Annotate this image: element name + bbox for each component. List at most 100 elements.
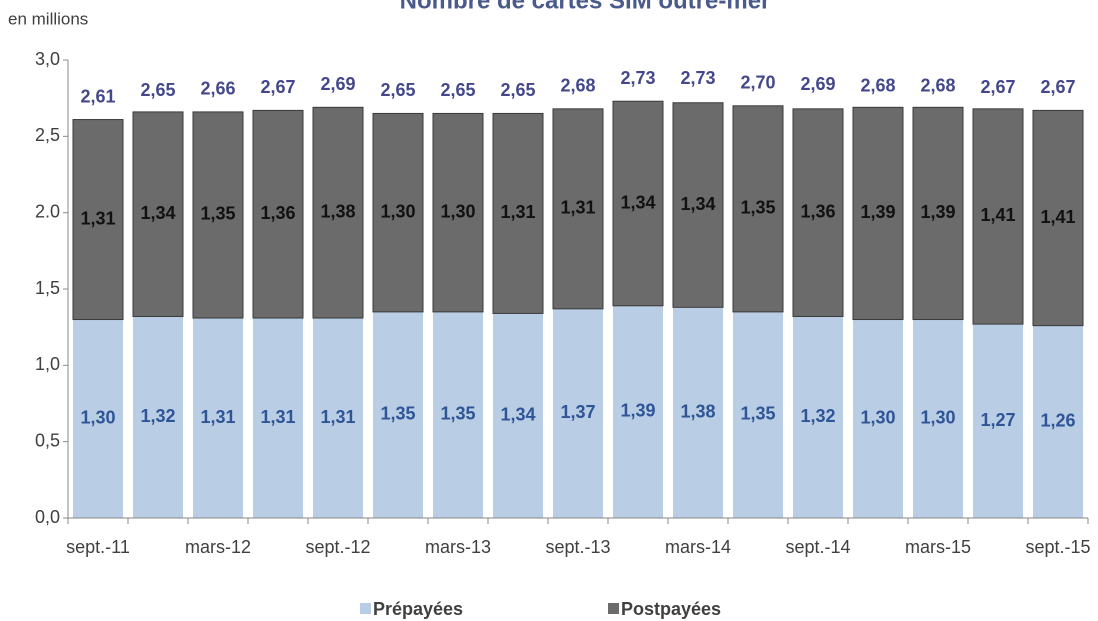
- value-label: 1,31: [500, 202, 535, 222]
- y-tick-label: 3,0: [35, 49, 60, 69]
- x-tick-label: mars-13: [425, 537, 491, 557]
- value-label: 1,34: [620, 192, 655, 212]
- total-label: 2,68: [560, 76, 595, 96]
- bar-segment: [433, 311, 483, 518]
- bar-segment: [253, 318, 303, 518]
- value-label: 1,39: [620, 401, 655, 421]
- bar-segment: [133, 316, 183, 518]
- legend-label: Postpayées: [621, 599, 721, 619]
- value-label: 1,35: [440, 404, 475, 424]
- bar-segment: [193, 318, 243, 518]
- bar-segment: [973, 324, 1023, 518]
- value-label: 1,31: [260, 407, 295, 427]
- value-label: 1,38: [680, 401, 715, 421]
- total-label: 2,73: [680, 68, 715, 88]
- total-label: 2,65: [140, 80, 175, 100]
- x-tick-label: mars-15: [905, 537, 971, 557]
- bar-segment: [553, 308, 603, 518]
- bar-segment: [73, 319, 123, 518]
- value-label: 1,41: [980, 205, 1015, 225]
- bar-segment: [493, 313, 543, 518]
- bar-segment: [972, 108, 1024, 325]
- value-label: 1,34: [500, 404, 535, 424]
- bar-segment: [1032, 109, 1084, 327]
- y-tick-label: 0,5: [35, 430, 60, 450]
- bar-segment: [72, 119, 124, 321]
- total-label: 2,68: [860, 76, 895, 96]
- bar-segment: [673, 307, 723, 518]
- bar-segment: [672, 102, 724, 308]
- bar-segment: [852, 106, 904, 321]
- y-axis-label: en millions: [8, 9, 88, 28]
- value-label: 1,35: [740, 198, 775, 218]
- value-label: 1,41: [1040, 207, 1075, 227]
- x-tick-label: sept.-14: [785, 537, 850, 557]
- y-tick-label: 1,0: [35, 354, 60, 374]
- x-tick-label: sept.-13: [545, 537, 610, 557]
- bar-segment: [1033, 325, 1083, 518]
- total-label: 2,65: [500, 80, 535, 100]
- value-label: 1,31: [200, 407, 235, 427]
- value-label: 1,38: [320, 201, 355, 221]
- bar-segment: [192, 111, 244, 319]
- bar-segment: [432, 112, 484, 313]
- y-tick-label: 2.0: [35, 201, 60, 221]
- value-label: 1,30: [860, 408, 895, 428]
- value-label: 1,30: [380, 201, 415, 221]
- total-label: 2,68: [920, 76, 955, 96]
- total-label: 2,66: [200, 79, 235, 99]
- x-tick-label: mars-12: [185, 537, 251, 557]
- total-label: 2,67: [980, 77, 1015, 97]
- bar-segment: [552, 108, 604, 310]
- bar-segment: [313, 318, 363, 518]
- bar-segment: [793, 316, 843, 518]
- value-label: 1,30: [80, 408, 115, 428]
- total-label: 2,65: [380, 80, 415, 100]
- value-label: 1,39: [920, 202, 955, 222]
- value-label: 1,34: [140, 203, 175, 223]
- chart-title: Nombre de cartes SIM outre-mer: [400, 0, 771, 14]
- y-tick-label: 1,5: [35, 278, 60, 298]
- value-label: 1,36: [800, 201, 835, 221]
- bar-segment: [792, 108, 844, 317]
- value-label: 1,39: [860, 202, 895, 222]
- value-label: 1,31: [320, 407, 355, 427]
- legend-swatch: [360, 603, 371, 614]
- value-label: 1,34: [680, 194, 715, 214]
- total-label: 2,61: [80, 86, 115, 106]
- bar-segment: [732, 105, 784, 313]
- value-label: 1,30: [920, 408, 955, 428]
- value-label: 1,36: [260, 203, 295, 223]
- total-label: 2,69: [320, 74, 355, 94]
- bar-segment: [132, 111, 184, 317]
- value-label: 1,32: [140, 406, 175, 426]
- value-label: 1,31: [80, 208, 115, 228]
- value-label: 1,35: [200, 204, 235, 224]
- x-tick-label: mars-14: [665, 537, 731, 557]
- x-tick-label: sept.-12: [305, 537, 370, 557]
- total-label: 2,67: [260, 77, 295, 97]
- total-label: 2,73: [620, 68, 655, 88]
- bar-segment: [312, 106, 364, 319]
- legend-label: Prépayées: [373, 599, 463, 619]
- total-label: 2,70: [740, 73, 775, 93]
- legend-swatch: [608, 603, 619, 614]
- value-label: 1,27: [980, 410, 1015, 430]
- bar-segment: [372, 112, 424, 313]
- x-tick-label: sept.-15: [1025, 537, 1090, 557]
- bar-segment: [612, 100, 664, 307]
- value-label: 1,26: [1040, 411, 1075, 431]
- x-tick-label: sept.-11: [66, 537, 130, 557]
- total-label: 2,65: [440, 80, 475, 100]
- value-label: 1,35: [380, 404, 415, 424]
- y-tick-label: 0,0: [35, 507, 60, 527]
- bar-segment: [913, 319, 963, 518]
- bar-segment: [492, 112, 544, 314]
- bar-segment: [373, 311, 423, 518]
- value-label: 1,35: [740, 404, 775, 424]
- value-label: 1,31: [560, 198, 595, 218]
- bar-segment: [613, 305, 663, 518]
- bar-segment: [733, 311, 783, 518]
- bar-segment: [853, 319, 903, 518]
